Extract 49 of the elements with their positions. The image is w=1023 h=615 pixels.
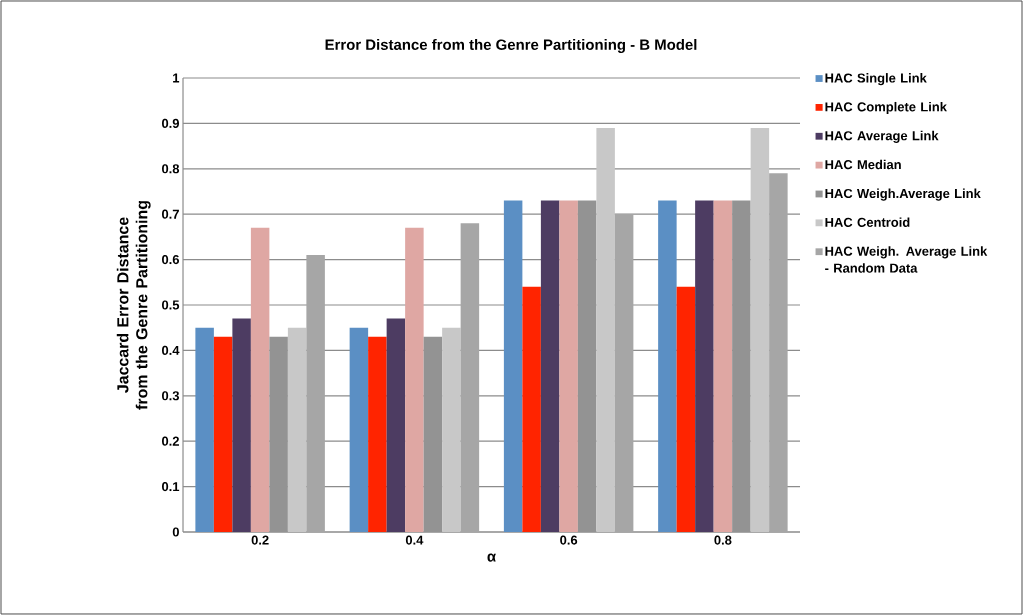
bar	[596, 127, 615, 532]
bar	[386, 318, 406, 532]
bar	[614, 214, 634, 532]
y-tick-label: 0.9	[162, 118, 180, 128]
bar	[695, 200, 714, 532]
y-tick-label: 0.3	[162, 391, 180, 401]
bar	[405, 227, 424, 532]
y-tick-label: 0.5	[162, 300, 180, 310]
legend-label: HAC Single Link	[825, 73, 927, 86]
legend-label: HAC Weigh.Average Link	[825, 188, 981, 201]
y-tick-label: 0.8	[162, 164, 180, 174]
bar	[213, 336, 233, 532]
bar	[503, 200, 523, 532]
y-axis-title: Jaccard Error Distance from the Genre Partitioning	[116, 201, 151, 410]
x-axis-title: α	[487, 553, 496, 562]
y-tick-label: 0	[172, 527, 179, 537]
bar	[306, 255, 325, 532]
bar	[540, 200, 560, 532]
bar	[442, 327, 461, 532]
bar	[769, 173, 788, 532]
bar	[460, 223, 480, 532]
bar	[287, 327, 307, 532]
bar	[676, 286, 696, 532]
chart-title: Error Distance from the Genre Partitioning - B Model	[325, 38, 697, 53]
bar	[195, 327, 214, 532]
bar	[232, 318, 251, 532]
legend-label: HAC Average Link	[825, 130, 939, 143]
bar	[658, 200, 677, 532]
y-tick-label: 1	[173, 73, 180, 83]
bar	[349, 327, 369, 532]
bar	[559, 200, 578, 532]
y-tick-label: 0.6	[162, 255, 180, 265]
legend-label: HAC Weigh. Average Link - Random Data	[825, 246, 988, 273]
y-tick-label: 0.2	[162, 436, 179, 446]
bar	[250, 227, 270, 532]
legend-label: HAC Complete Link	[825, 101, 947, 115]
legend-label: HAC Median	[825, 159, 901, 170]
bar	[522, 286, 541, 532]
bar	[368, 336, 387, 532]
legend-label: HAC Centroid	[825, 217, 910, 227]
y-tick-label: 0.1	[162, 482, 180, 492]
bar	[750, 127, 770, 532]
x-tick-label: 0.4	[405, 535, 424, 545]
x-tick-label: 0.6	[560, 535, 578, 545]
y-tick-label: 0.7	[162, 209, 179, 219]
y-tick-label: 0.4	[162, 345, 180, 355]
bar	[713, 200, 733, 532]
x-tick-label: 0.2	[251, 535, 269, 545]
x-tick-label: 0.8	[714, 535, 732, 545]
